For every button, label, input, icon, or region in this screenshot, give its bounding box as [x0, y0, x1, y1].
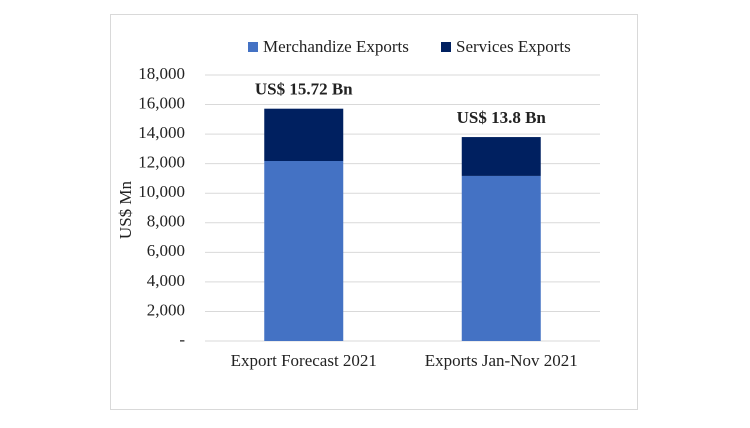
- y-tick-label: 6,000: [147, 241, 185, 260]
- y-tick-label: 18,000: [138, 64, 185, 83]
- legend-label: Merchandize Exports: [263, 37, 409, 56]
- total-annotation: US$ 13.8 Bn: [457, 108, 547, 127]
- x-tick-label: Exports Jan-Nov 2021: [425, 351, 578, 370]
- y-tick-label: 2,000: [147, 300, 185, 319]
- bar-segment: [264, 108, 344, 162]
- chart-frame: [110, 14, 638, 410]
- total-annotation: US$ 15.72 Bn: [255, 80, 353, 99]
- bar-segment: [461, 175, 541, 341]
- y-tick-label: 10,000: [138, 182, 185, 201]
- legend-swatch: [248, 42, 258, 52]
- legend-swatch: [441, 42, 451, 52]
- y-tick-label: -: [179, 330, 185, 349]
- x-tick-label: Export Forecast 2021: [231, 351, 377, 370]
- bar-segment: [461, 137, 541, 176]
- bar-segment: [264, 161, 344, 341]
- y-tick-label: 14,000: [138, 123, 185, 142]
- y-axis-title: US$ Mn: [116, 180, 135, 239]
- legend-label: Services Exports: [456, 37, 571, 56]
- y-tick-label: 4,000: [147, 271, 185, 290]
- y-tick-label: 8,000: [147, 212, 185, 231]
- y-tick-label: 12,000: [138, 153, 185, 172]
- y-tick-label: 16,000: [138, 93, 185, 112]
